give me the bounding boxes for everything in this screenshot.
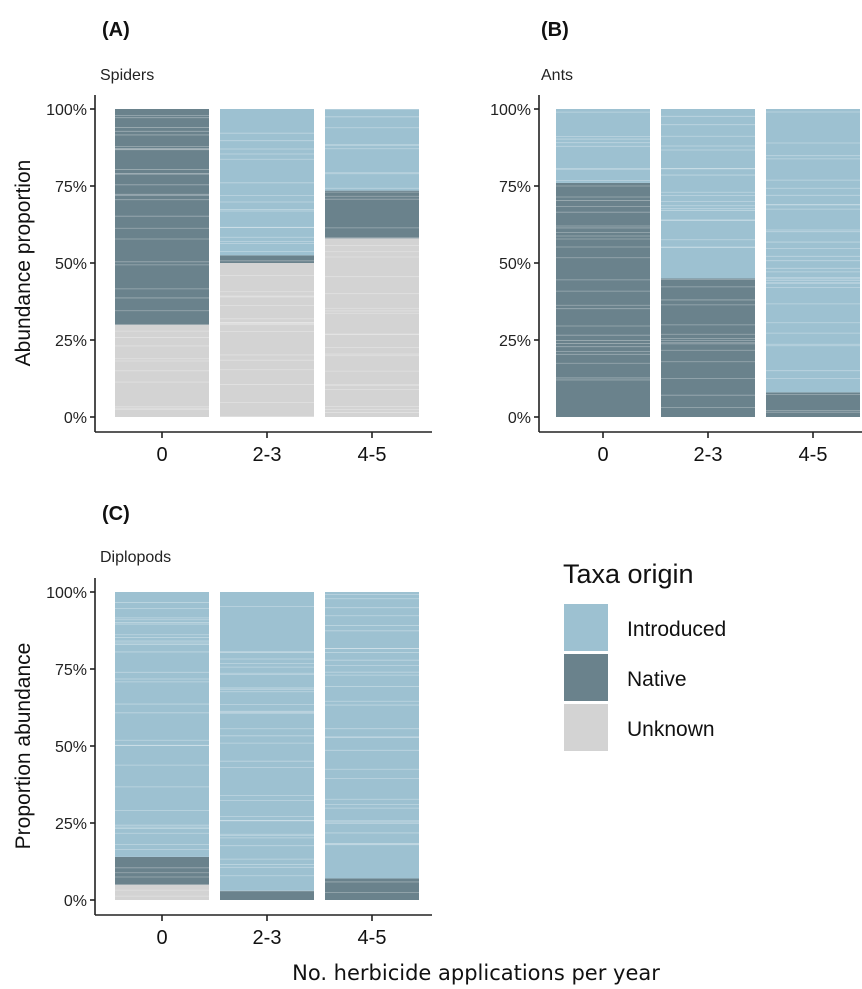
bar-native-2-3: [661, 278, 755, 417]
bar-introduced-2-3: [220, 109, 314, 256]
x-tick-label: 4-5: [358, 444, 387, 466]
panel-ants: (B) Ants 0% 25% 50% 75% 100% 0 2-3 4-5: [490, 19, 862, 466]
bar-unknown-0: [115, 324, 209, 417]
panel-letter: (A): [102, 19, 130, 41]
y-axis-title: Proportion abundance: [12, 643, 35, 850]
bar-unknown-4-5: [325, 238, 419, 417]
legend-label-introduced: Introduced: [627, 618, 726, 641]
bar-native-4-5: [325, 190, 419, 239]
x-tick-label: 4-5: [799, 444, 828, 466]
legend-swatch-native: [564, 654, 608, 701]
x-tick-label: 2-3: [694, 444, 723, 466]
bar-native-0: [115, 856, 209, 885]
y-tick-label: 75%: [55, 179, 87, 196]
legend-swatch-introduced: [564, 604, 608, 651]
bar-introduced-2-3: [661, 109, 755, 279]
x-tick-label: 2-3: [253, 927, 282, 949]
x-tick-label: 0: [156, 927, 167, 949]
panel-title: Spiders: [100, 67, 154, 84]
y-tick-label: 100%: [46, 585, 87, 602]
y-tick-label: 0%: [64, 893, 87, 910]
bar-native-0: [556, 182, 650, 417]
panel-title: Ants: [541, 67, 573, 84]
bar-introduced-0: [556, 109, 650, 183]
y-tick-label: 50%: [499, 256, 531, 273]
x-tick-label: 0: [597, 444, 608, 466]
y-tick-label: 25%: [55, 816, 87, 833]
bar-introduced-4-5: [325, 109, 419, 191]
legend-title: Taxa origin: [563, 559, 694, 589]
bar-introduced-4-5: [766, 109, 860, 393]
bar-unknown-0: [115, 884, 209, 900]
y-tick-label: 25%: [499, 333, 531, 350]
x-tick-label: 0: [156, 444, 167, 466]
panel-spiders: (A) Spiders 0% 25% 50% 75% 100% 0 2-3 4-5 Abundanc…: [12, 19, 432, 466]
bar-introduced-4-5: [325, 592, 419, 879]
legend-label-native: Native: [627, 668, 687, 691]
y-tick-label: 0%: [508, 410, 531, 427]
y-tick-label: 50%: [55, 739, 87, 756]
bar-native-2-3: [220, 890, 314, 900]
y-tick-label: 25%: [55, 333, 87, 350]
bar-native-2-3: [220, 255, 314, 263]
legend-swatch-unknown: [564, 704, 608, 751]
panel-letter: (C): [102, 503, 130, 525]
y-tick-label: 75%: [499, 179, 531, 196]
x-tick-label: 2-3: [253, 444, 282, 466]
panel-title: Diplopods: [100, 549, 171, 566]
bar-native-4-5: [766, 392, 860, 417]
panel-diplopods: (C) Diplopods 0% 25% 50% 75% 100% 0 2-3 4-5 Propor…: [12, 503, 432, 949]
bar-native-4-5: [325, 878, 419, 900]
y-tick-label: 0%: [64, 410, 87, 427]
bar-native-0: [115, 109, 209, 325]
y-tick-label: 50%: [55, 256, 87, 273]
legend-label-unknown: Unknown: [627, 718, 715, 741]
y-tick-label: 100%: [490, 102, 531, 119]
y-tick-label: 100%: [46, 102, 87, 119]
panel-letter: (B): [541, 19, 569, 41]
legend: Taxa origin Introduced Native Unknown: [563, 559, 726, 751]
bar-unknown-2-3: [220, 263, 314, 417]
bar-introduced-2-3: [220, 592, 314, 891]
bar-introduced-0: [115, 592, 209, 857]
x-axis-title: No. herbicide applications per year: [292, 961, 660, 985]
x-tick-label: 4-5: [358, 927, 387, 949]
y-axis-title: Abundance proportion: [12, 160, 35, 367]
y-tick-label: 75%: [55, 662, 87, 679]
